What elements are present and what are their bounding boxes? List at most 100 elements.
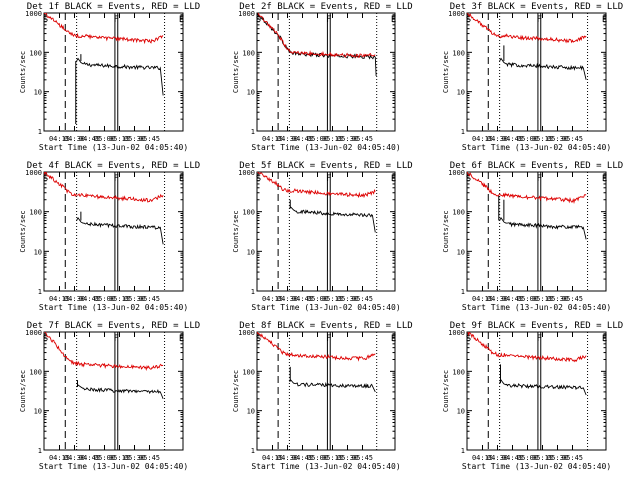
x-tick-label: 05:15 xyxy=(532,454,553,462)
y-tick-label: 100 xyxy=(242,209,255,217)
series-line-lld xyxy=(44,332,164,372)
y-tick-label: 100 xyxy=(452,49,465,57)
x-tick-label: 04:15 xyxy=(262,135,283,143)
plot-frame xyxy=(43,171,184,292)
x-tick-label: 04:15 xyxy=(472,295,493,303)
x-tick-label: 05:45 xyxy=(352,135,373,143)
x-axis-label: Start Time (13-Jun-02 04:05:40) xyxy=(251,143,400,152)
y-tick-label: 1 xyxy=(38,288,42,296)
x-tick-label: 05:30 xyxy=(337,454,358,462)
x-tick-label: 05:45 xyxy=(139,135,160,143)
y-tick-label: 10 xyxy=(457,89,465,97)
x-tick-label: 05:15 xyxy=(322,295,343,303)
chart-title: Det 5f BLACK = Events, RED = LLD xyxy=(239,161,412,171)
x-axis-label: Start Time (13-Jun-02 04:05:40) xyxy=(462,462,611,471)
x-tick-label: 05:15 xyxy=(109,135,130,143)
x-tick-label: 05:45 xyxy=(352,454,373,462)
x-tick-label: 05:00 xyxy=(517,135,538,143)
x-tick-label: 05:30 xyxy=(124,454,145,462)
series-line-lld xyxy=(44,172,164,203)
y-tick-label: 1000 xyxy=(238,169,255,177)
y-tick-label: 1000 xyxy=(448,329,465,337)
x-tick-label: 04:30 xyxy=(64,454,85,462)
event-marker-label: S xyxy=(256,334,261,344)
x-tick-label: 04:45 xyxy=(292,295,313,303)
chart-panel-7: Det 7f BLACK = Events, RED = LLD 1 10 100 10… xyxy=(19,321,200,471)
x-tick-label: 05:45 xyxy=(352,295,373,303)
series-line-events xyxy=(499,379,587,396)
y-tick-label: 10 xyxy=(457,408,465,416)
event-marker-label: S xyxy=(43,174,48,184)
plot-frame xyxy=(256,12,396,132)
chart-panel-2: Det 2f BLACK = Events, RED = LLD 1 10 100 10… xyxy=(232,2,413,152)
y-axis-label: Counts/sec xyxy=(19,370,27,412)
chart-title: Det 4f BLACK = Events, RED = LLD xyxy=(27,161,200,171)
y-tick-label: 1 xyxy=(461,128,465,136)
series-line-lld xyxy=(44,13,164,45)
series-line-events xyxy=(289,206,376,233)
plot-frame xyxy=(466,331,607,451)
event-marker-label: F xyxy=(326,15,331,25)
event-marker-label: F xyxy=(537,334,542,344)
x-tick-label: 05:30 xyxy=(124,295,145,303)
series-line-lld xyxy=(257,13,376,58)
x-tick-label: 05:00 xyxy=(307,135,328,143)
x-tick-label: 04:30 xyxy=(277,454,298,462)
chart-title: Det 1f BLACK = Events, RED = LLD xyxy=(27,2,200,12)
series-line-events xyxy=(499,216,587,240)
y-tick-label: 1000 xyxy=(448,10,465,18)
x-tick-label: 04:45 xyxy=(502,135,523,143)
y-tick-label: 10 xyxy=(457,248,465,256)
y-axis-label: Counts/sec xyxy=(232,370,240,412)
y-tick-label: 10 xyxy=(247,89,255,97)
x-tick-label: 04:15 xyxy=(49,454,70,462)
event-marker-label: E xyxy=(602,174,607,184)
y-tick-label: 1 xyxy=(251,128,255,136)
event-marker-label: F xyxy=(326,334,331,344)
x-tick-label: 05:00 xyxy=(307,454,328,462)
event-marker-label: S xyxy=(466,174,471,184)
y-tick-label: 1 xyxy=(251,288,255,296)
series-line-events xyxy=(289,379,376,393)
plot-frame xyxy=(256,171,396,292)
y-tick-label: 100 xyxy=(242,49,255,57)
x-axis-label: Start Time (13-Jun-02 04:05:40) xyxy=(462,143,611,152)
event-marker-label: F xyxy=(114,334,119,344)
y-axis-label: Counts/sec xyxy=(232,51,240,93)
chart-title: Det 9f BLACK = Events, RED = LLD xyxy=(450,321,623,331)
x-tick-label: 05:15 xyxy=(109,295,130,303)
y-axis-label: Counts/sec xyxy=(442,51,450,93)
event-marker-label: E xyxy=(179,334,184,344)
x-tick-label: 04:45 xyxy=(292,135,313,143)
y-tick-label: 1000 xyxy=(238,329,255,337)
y-tick-label: 1 xyxy=(38,128,42,136)
x-tick-label: 05:00 xyxy=(94,454,115,462)
x-tick-label: 05:30 xyxy=(547,454,568,462)
event-marker-label: F xyxy=(114,174,119,184)
x-axis-label: Start Time (13-Jun-02 04:05:40) xyxy=(462,303,611,312)
series-line-lld xyxy=(467,13,587,44)
x-tick-label: 05:15 xyxy=(322,454,343,462)
series-line-events xyxy=(76,57,164,96)
x-tick-label: 04:15 xyxy=(262,295,283,303)
series-line-lld xyxy=(257,172,376,199)
y-tick-label: 1 xyxy=(461,447,465,455)
y-axis-label: Counts/sec xyxy=(442,210,450,252)
y-tick-label: 100 xyxy=(242,368,255,376)
series-line-lld xyxy=(467,332,587,363)
chart-panel-1: Det 1f BLACK = Events, RED = LLD 1 10 100 10… xyxy=(19,2,200,152)
event-marker-label: E xyxy=(602,334,607,344)
event-marker-label: E xyxy=(602,15,607,25)
x-tick-label: 04:30 xyxy=(277,135,298,143)
y-tick-label: 100 xyxy=(452,209,465,217)
x-tick-label: 05:00 xyxy=(517,454,538,462)
chart-title: Det 3f BLACK = Events, RED = LLD xyxy=(450,2,623,12)
x-tick-label: 04:15 xyxy=(49,295,70,303)
x-tick-label: 05:15 xyxy=(532,135,553,143)
plot-frame xyxy=(466,12,607,132)
x-tick-label: 05:45 xyxy=(139,454,160,462)
series-line-lld xyxy=(467,172,587,205)
series-line-events xyxy=(76,216,164,245)
y-tick-label: 10 xyxy=(247,408,255,416)
